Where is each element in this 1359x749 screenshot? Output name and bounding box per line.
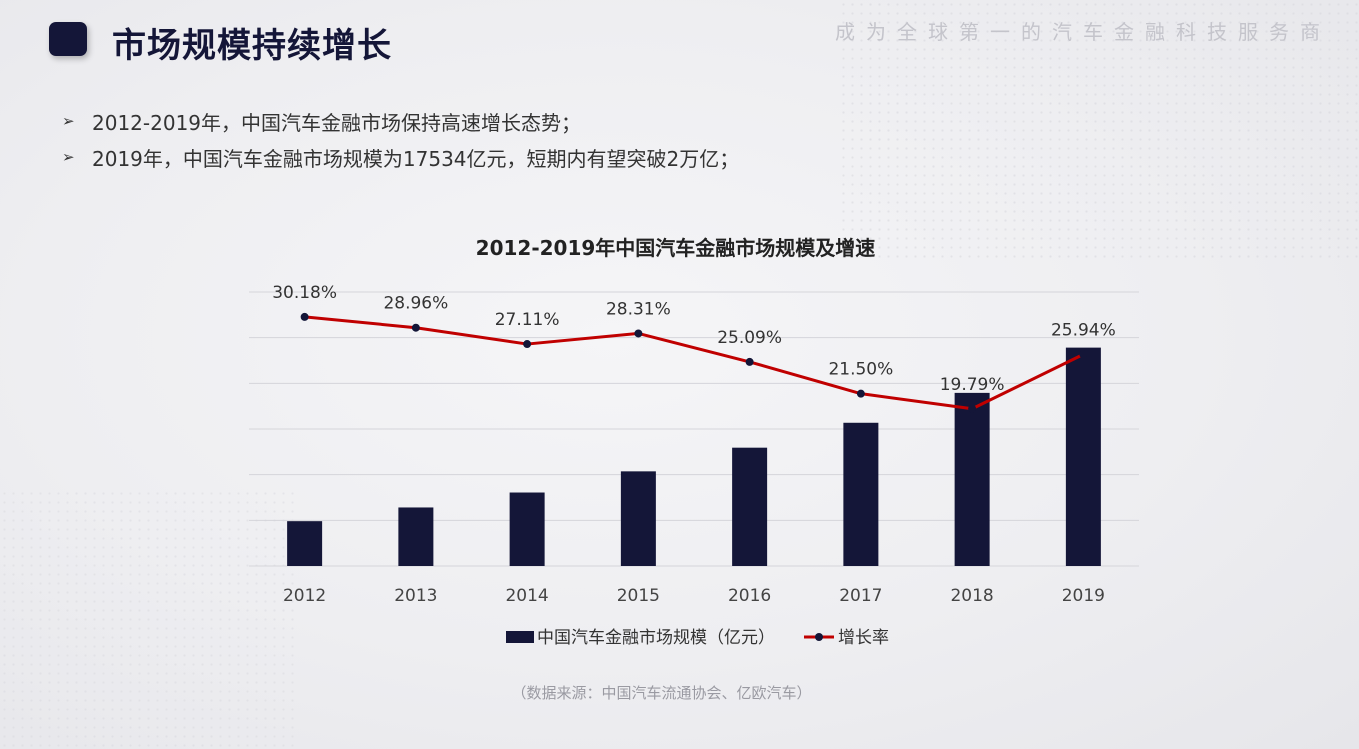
data-label: 25.94% — [1051, 320, 1116, 340]
line-point — [411, 323, 420, 332]
line-point — [300, 312, 309, 321]
chart-title: 2012-2019年中国汽车金融市场规模及增速 — [475, 236, 876, 260]
bar — [954, 392, 990, 566]
data-label: 25.09% — [717, 328, 782, 348]
data-label: 30.18% — [272, 283, 337, 303]
data-label: 28.96% — [383, 294, 448, 314]
legend-bar-label: 中国汽车金融市场规模（亿元） — [537, 628, 775, 648]
bar — [732, 447, 768, 566]
dot-pattern-bottom-left — [0, 489, 300, 749]
bullet-text: 2019年，中国汽车金融市场规模为17534亿元，短期内有望突破2万亿； — [92, 146, 740, 171]
bar — [620, 471, 656, 566]
legend-line-marker — [815, 633, 823, 641]
bar — [843, 422, 879, 566]
legend-line-label: 增长率 — [838, 628, 889, 648]
title-marker — [49, 22, 87, 56]
bullet-item: ➢ 2019年，中国汽车金融市场规模为17534亿元，短期内有望突破2万亿； — [62, 139, 739, 175]
line-point — [856, 389, 865, 398]
line-point — [745, 357, 754, 366]
line-point — [634, 329, 643, 338]
dot-pattern-top-right — [839, 0, 1359, 260]
x-tick-label: 2016 — [728, 586, 771, 606]
source-note: （数据来源：中国汽车流通协会、亿欧汽车） — [511, 684, 812, 702]
arrow-bullet-icon: ➢ — [62, 148, 75, 166]
x-tick-label: 2019 — [1062, 586, 1105, 606]
x-tick-label: 2018 — [950, 586, 993, 606]
x-tick-label: 2013 — [394, 586, 437, 606]
slogan: 成为全球第一的汽车金融科技服务商 — [835, 20, 1331, 44]
bullet-list: ➢ 2012-2019年，中国汽车金融市场保持高速增长态势； ➢ 2019年，中… — [62, 103, 739, 175]
bullet-text: 2012-2019年，中国汽车金融市场保持高速增长态势； — [92, 110, 582, 135]
page-title: 市场规模持续增长 — [112, 26, 392, 66]
line-point — [523, 340, 532, 349]
bar — [287, 521, 323, 566]
x-tick-label: 2017 — [839, 586, 882, 606]
arrow-bullet-icon: ➢ — [62, 112, 75, 130]
x-tick-label: 2012 — [283, 586, 326, 606]
bar — [1065, 347, 1101, 566]
bar — [509, 492, 545, 566]
data-label: 21.50% — [828, 360, 893, 380]
line-point — [1079, 350, 1088, 359]
data-label: 19.79% — [940, 375, 1005, 395]
bar — [398, 507, 434, 566]
data-label: 27.11% — [495, 310, 560, 330]
x-tick-label: 2014 — [505, 586, 548, 606]
growth-rate-line — [304, 315, 1085, 411]
data-label: 28.31% — [606, 299, 671, 319]
line-point — [968, 404, 977, 413]
x-tick-label: 2015 — [617, 586, 660, 606]
legend-bar-swatch — [506, 631, 534, 643]
bullet-item: ➢ 2012-2019年，中国汽车金融市场保持高速增长态势； — [62, 103, 739, 139]
